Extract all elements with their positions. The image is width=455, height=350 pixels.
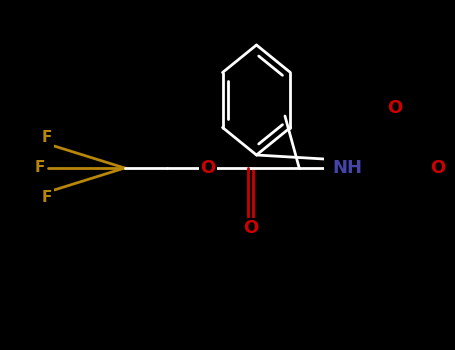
Text: O: O xyxy=(243,219,258,237)
Text: F: F xyxy=(35,161,45,175)
Text: F: F xyxy=(42,131,52,146)
Text: O: O xyxy=(430,159,445,177)
Text: O: O xyxy=(200,159,216,177)
Text: O: O xyxy=(387,99,402,117)
Text: NH: NH xyxy=(333,159,363,177)
Text: F: F xyxy=(42,190,52,205)
